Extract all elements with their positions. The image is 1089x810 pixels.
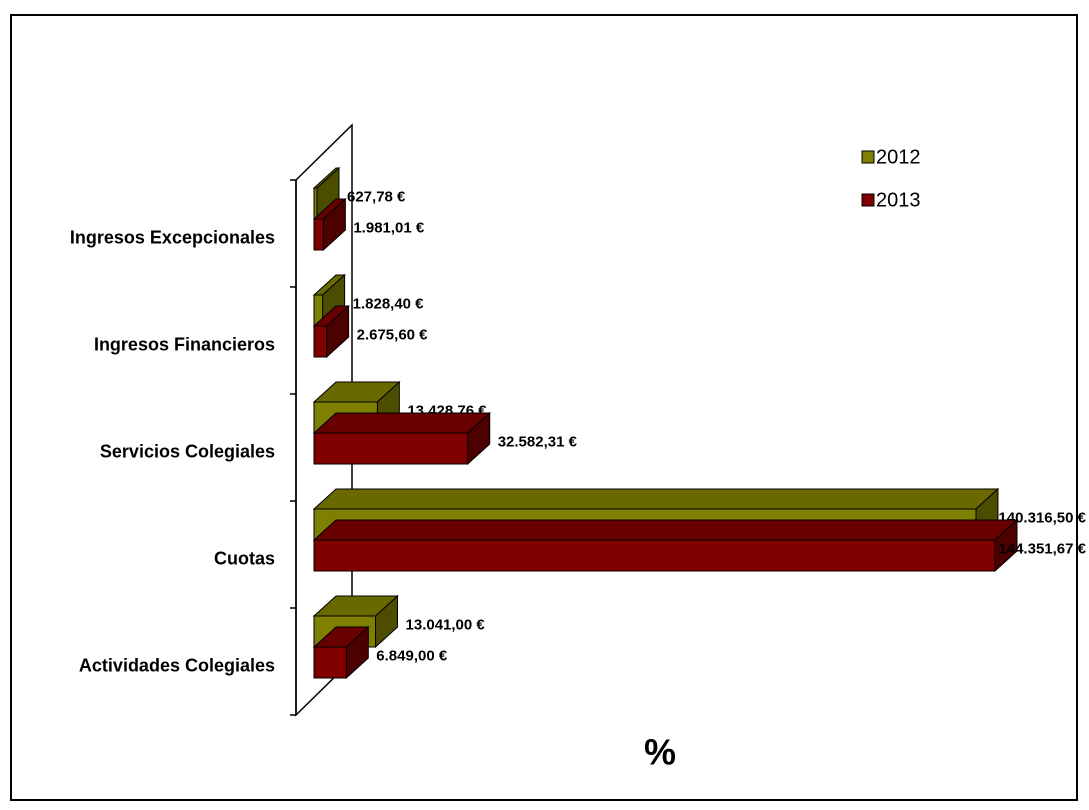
category-label: Ingresos Financieros [94, 334, 275, 354]
value-label: 2.675,60 € [357, 326, 429, 343]
bar [312, 625, 370, 680]
category-label: Cuotas [214, 548, 275, 568]
bar [312, 518, 1019, 573]
legend-label: 2013 [876, 189, 921, 211]
bar-top [312, 488, 1000, 510]
value-label: 140.316,50 € [998, 509, 1086, 526]
bar [312, 197, 347, 252]
bar [312, 594, 399, 649]
bar-front [313, 187, 318, 220]
bar-front [313, 539, 996, 572]
bar-front [313, 325, 328, 358]
category-label: Actividades Colegiales [79, 655, 275, 675]
bar-front [313, 646, 347, 679]
value-label: 6.849,00 € [376, 647, 448, 664]
value-label: 1.981,01 € [353, 219, 425, 236]
bar-top [312, 412, 492, 434]
x-axis-label: % [644, 732, 676, 773]
legend-swatch [861, 193, 875, 207]
value-label: 144.351,67 € [998, 540, 1086, 557]
value-label: 627,78 € [347, 188, 406, 205]
legend-label: 2012 [876, 146, 921, 168]
bar [312, 411, 492, 466]
category-label: Ingresos Excepcionales [70, 227, 275, 247]
bar-top [312, 519, 1019, 541]
value-label: 32.582,31 € [498, 433, 578, 450]
bar [312, 304, 350, 359]
chart-frame [10, 14, 1078, 801]
bar-front [313, 218, 324, 251]
legend-swatch [861, 150, 875, 164]
bar [312, 166, 341, 221]
value-label: 1.828,40 € [353, 295, 425, 312]
category-label: Servicios Colegiales [100, 441, 275, 461]
value-label: 13.041,00 € [406, 616, 486, 633]
bar-front [313, 432, 469, 465]
